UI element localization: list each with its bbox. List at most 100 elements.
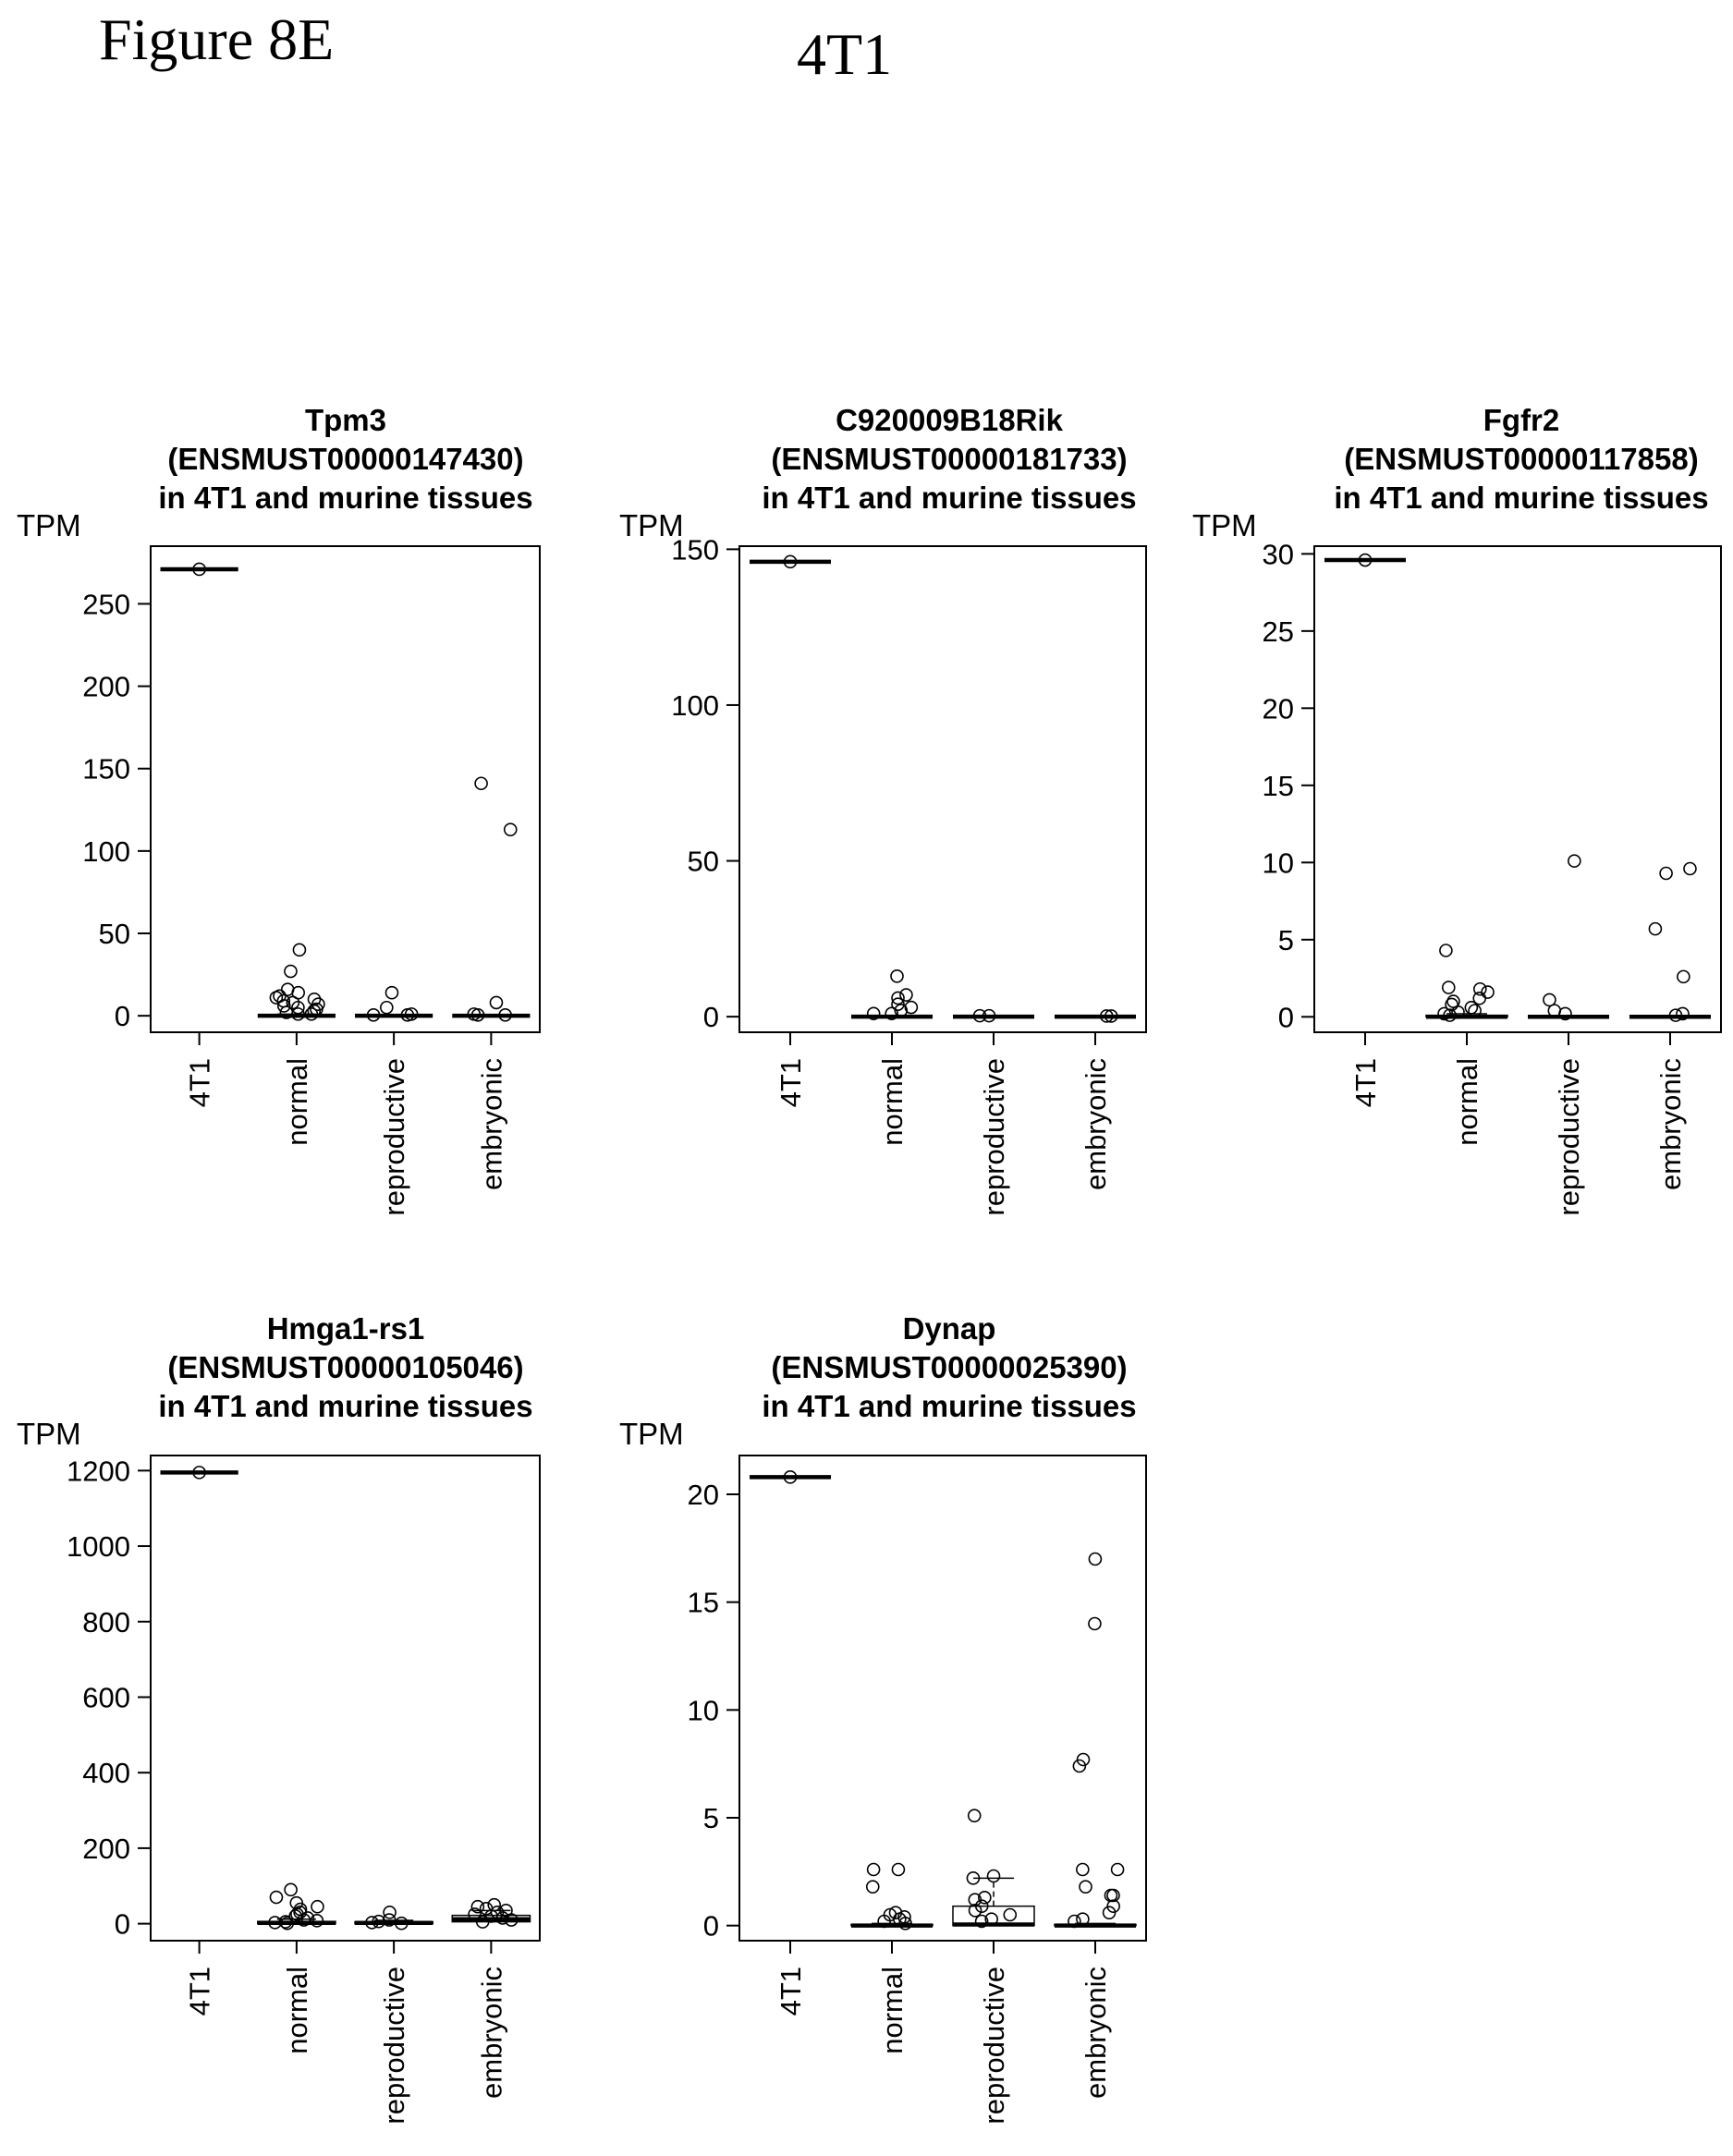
data-point — [1099, 1009, 1114, 1023]
data-point — [400, 1007, 415, 1022]
y-tick-label: 10 — [1263, 847, 1294, 879]
data-point — [280, 1916, 295, 1931]
panel-title-line: in 4T1 and murine tissues — [762, 1389, 1136, 1423]
panel-1: Tpm3 (ENSMUST00000147430) in 4T1 and murin… — [17, 403, 541, 1216]
data-point — [192, 562, 206, 577]
data-point — [1076, 1752, 1091, 1767]
data-point — [974, 1914, 989, 1929]
data-point — [304, 1007, 319, 1021]
data-point — [1683, 861, 1697, 876]
y-tick-label: 200 — [82, 1833, 130, 1865]
data-point — [1443, 1008, 1457, 1022]
data-point — [1468, 1004, 1482, 1017]
data-point — [978, 1891, 992, 1905]
data-point — [968, 1904, 982, 1918]
data-point — [380, 1000, 394, 1015]
data-point — [1076, 1862, 1090, 1877]
data-point — [382, 1913, 397, 1927]
data-point — [866, 1006, 881, 1021]
data-point — [384, 985, 399, 1000]
y-tick-label: 30 — [1263, 538, 1294, 570]
box-normal — [850, 1922, 934, 1928]
y-tick-label: 800 — [82, 1606, 130, 1638]
category-label-embryonic: embryonic — [1080, 1058, 1112, 1190]
y-tick-label: 400 — [82, 1757, 130, 1789]
data-point — [1648, 921, 1663, 936]
data-point — [783, 554, 798, 569]
data-point — [1437, 1006, 1451, 1021]
data-point — [974, 1899, 989, 1913]
data-point — [1441, 981, 1456, 994]
y-axis-unit: TPM — [17, 1417, 81, 1451]
data-point — [475, 1915, 490, 1929]
category-label-reproductive: reproductive — [978, 1967, 1010, 2125]
data-point — [1358, 553, 1373, 567]
data-point — [395, 1916, 409, 1931]
panel-5: Dynap (ENSMUST00000025390) in 4T1 and muri… — [619, 1311, 1147, 2125]
y-tick-label: 15 — [1263, 770, 1294, 802]
data-point — [269, 991, 284, 1005]
panel-title-line: (ENSMUST00000117858) — [1344, 442, 1698, 476]
data-point — [503, 822, 518, 836]
y-tick-label: 250 — [82, 588, 130, 620]
panel-title-line: C920009B18Rik — [836, 403, 1063, 437]
y-tick-label: 0 — [703, 1001, 719, 1033]
data-point — [1439, 944, 1453, 957]
data-point — [278, 1915, 293, 1929]
category-label-reproductive: reproductive — [978, 1058, 1010, 1216]
data-point — [891, 997, 905, 1011]
y-tick-label: 150 — [671, 533, 719, 566]
category-label-reproductive: reproductive — [378, 1967, 410, 2125]
data-point — [1110, 1862, 1125, 1877]
data-point — [1464, 1000, 1479, 1015]
data-point — [1543, 993, 1556, 1007]
panel-title-line: (ENSMUST00000181733) — [771, 442, 1127, 476]
y-tick-label: 200 — [82, 671, 130, 703]
plot-frame — [150, 545, 541, 1033]
data-point — [311, 1899, 324, 1914]
data-point — [276, 999, 291, 1013]
data-point — [891, 1862, 906, 1877]
panel-title-line: Hmga1-rs1 — [267, 1311, 425, 1346]
category-label-normal: normal — [876, 1967, 909, 2054]
data-point — [1668, 1008, 1683, 1022]
panel-title-line: in 4T1 and murine tissues — [158, 1389, 532, 1423]
data-point — [292, 943, 307, 957]
data-point — [366, 1007, 381, 1022]
data-point — [291, 1007, 305, 1021]
data-point — [967, 1809, 982, 1822]
data-point — [372, 1914, 386, 1929]
data-point — [1079, 1880, 1092, 1894]
data-point — [1558, 1006, 1572, 1021]
figure-label: Figure 8E — [99, 6, 334, 72]
category-label-4T1: 4T1 — [775, 1967, 807, 2016]
plot-frame — [738, 1455, 1147, 1942]
data-point — [1068, 1914, 1081, 1929]
y-tick-label: 150 — [82, 753, 130, 786]
data-point — [982, 1008, 996, 1023]
data-point — [865, 1880, 880, 1894]
y-tick-label: 0 — [703, 1910, 719, 1943]
data-point — [310, 1002, 323, 1017]
box-embryonic — [1054, 1922, 1137, 1928]
panel-2: C920009B18Rik (ENSMUST00000181733) in 4T1 … — [619, 403, 1147, 1216]
data-point — [894, 1004, 909, 1017]
cell-line-heading: 4T1 — [797, 21, 892, 87]
data-point — [1088, 1616, 1102, 1631]
category-label-reproductive: reproductive — [378, 1058, 410, 1216]
category-label-embryonic: embryonic — [1654, 1058, 1687, 1190]
data-point — [972, 1008, 987, 1023]
panel-title-line: in 4T1 and murine tissues — [158, 481, 532, 515]
data-point — [1003, 1907, 1018, 1922]
data-point — [1076, 1912, 1090, 1926]
y-tick-label: 50 — [688, 846, 719, 878]
data-point — [898, 1917, 912, 1931]
data-point — [888, 1906, 903, 1919]
data-point — [783, 1470, 798, 1484]
panels: Tpm3 (ENSMUST00000147430) in 4T1 and murin… — [17, 403, 1722, 2125]
data-point — [966, 1871, 981, 1885]
box-normal — [257, 1013, 336, 1018]
y-tick-label: 0 — [1278, 1001, 1294, 1033]
data-point — [470, 1899, 485, 1914]
data-point — [1677, 969, 1690, 984]
